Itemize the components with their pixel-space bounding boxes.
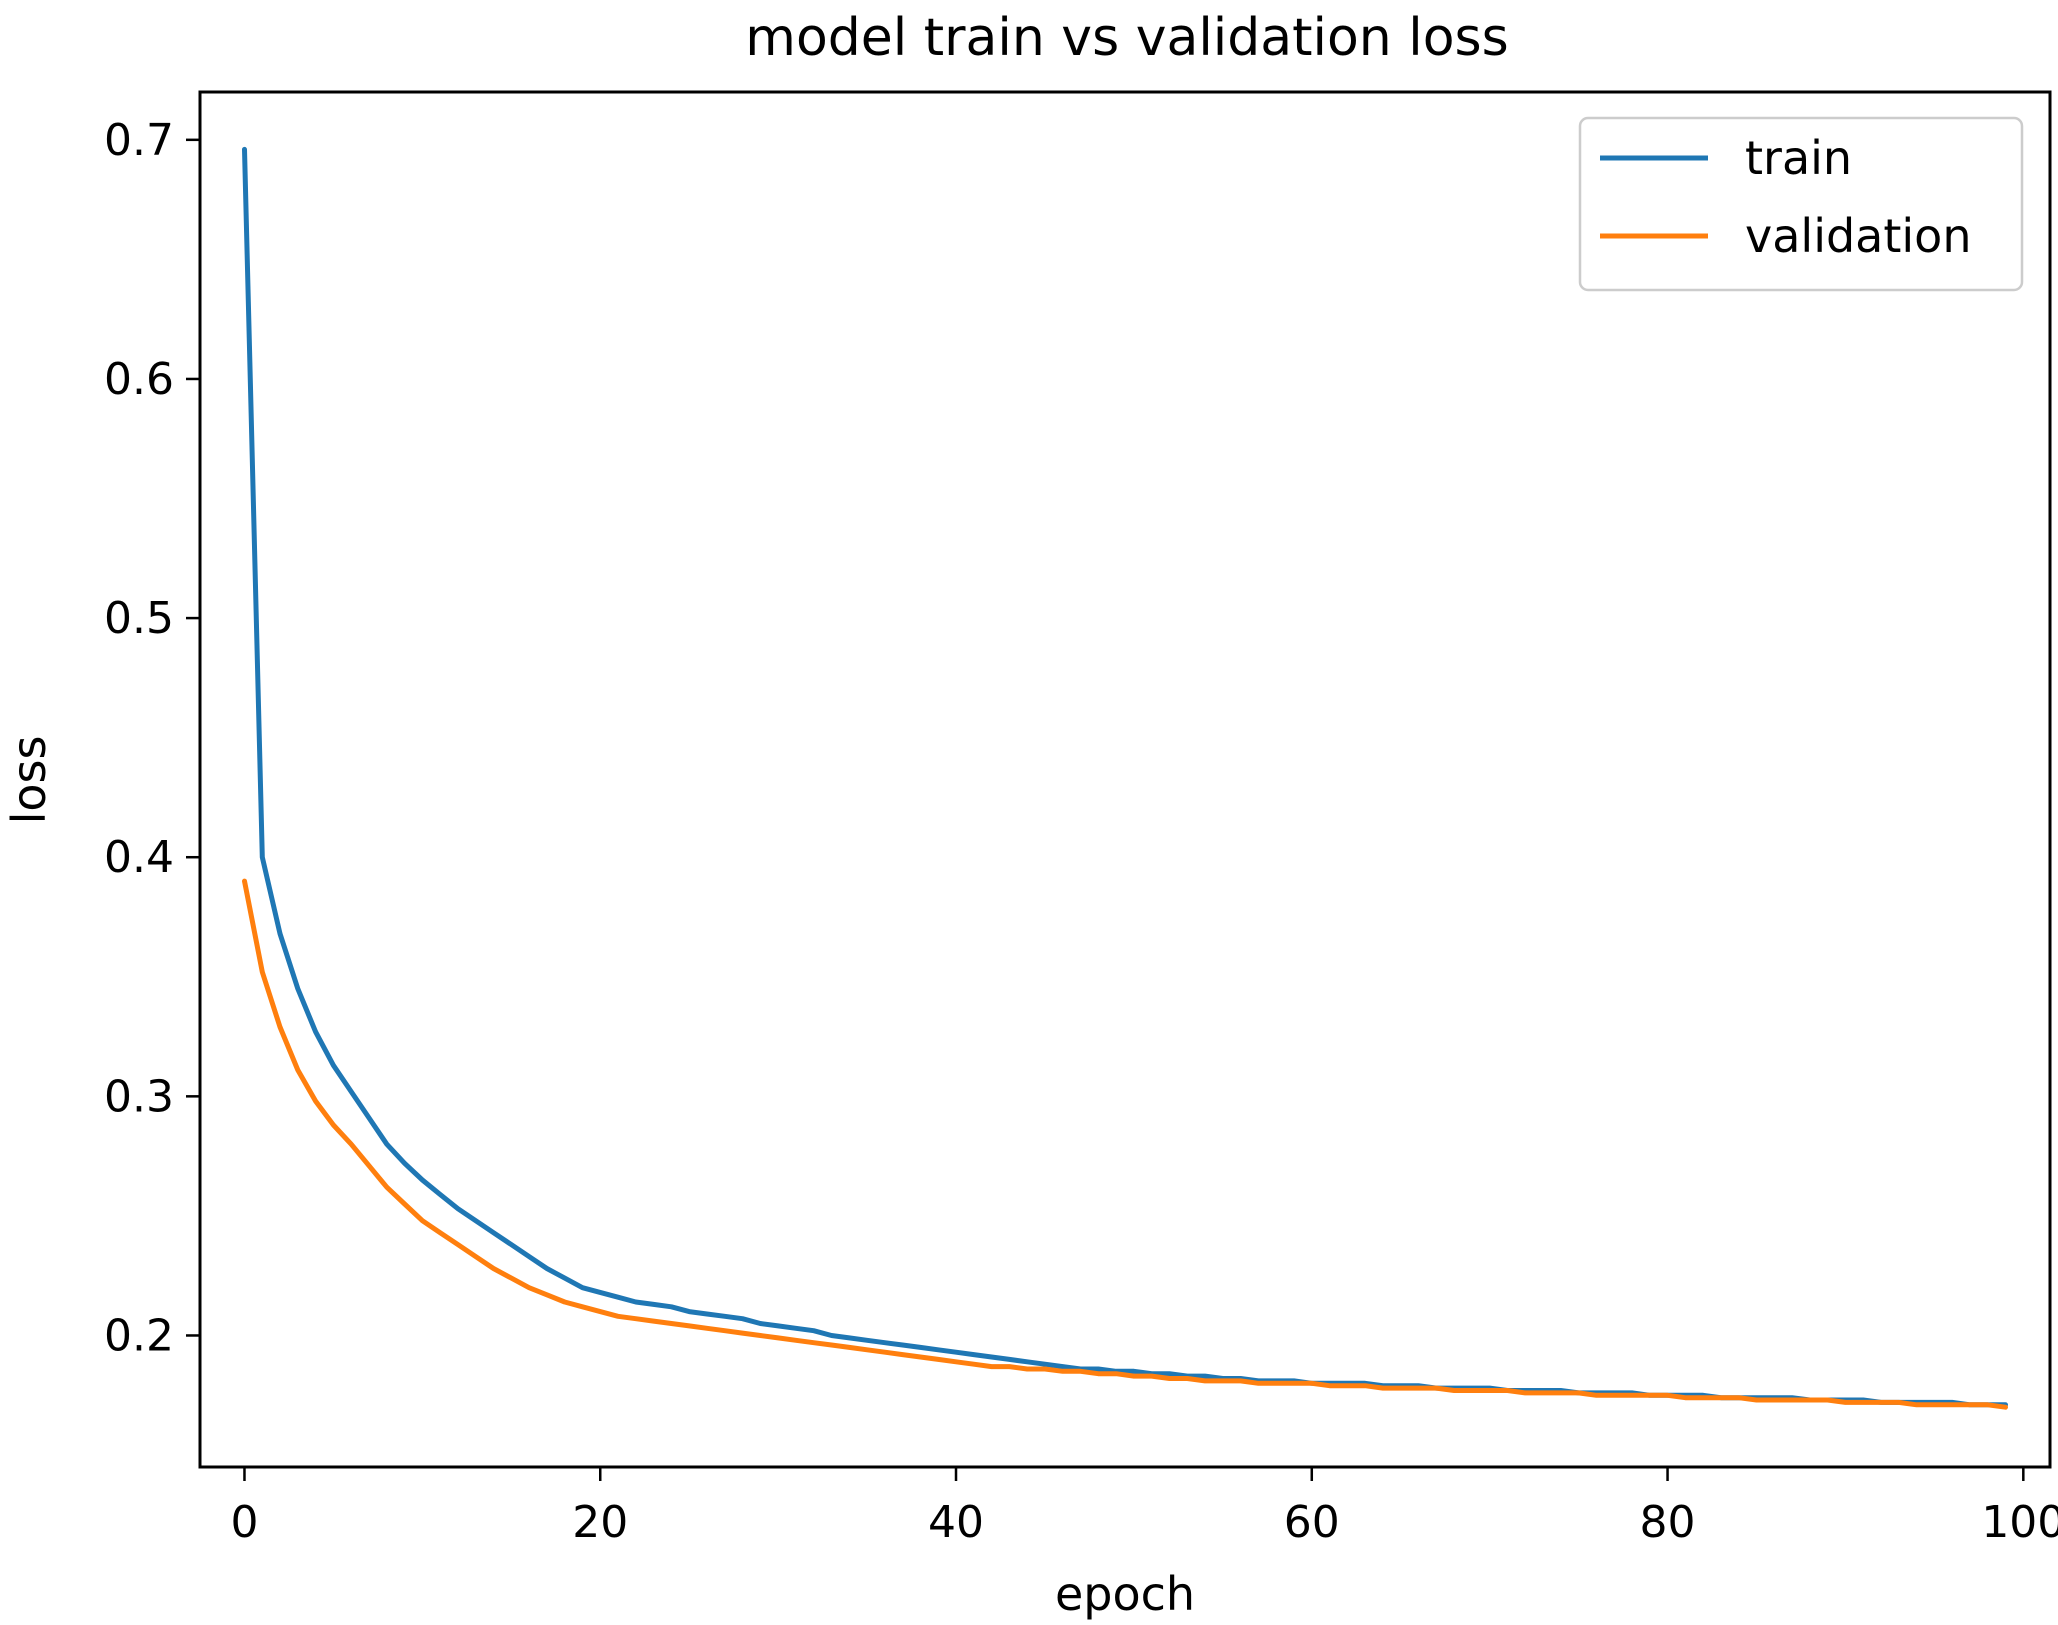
y-axis-label: loss (2, 736, 56, 825)
series-line-validation (242, 878, 2008, 1410)
x-tick-label: 40 (928, 1497, 984, 1548)
y-tick-label: 0.6 (104, 354, 174, 405)
legend-label-train: train (1745, 131, 1852, 185)
y-tick-label: 0.3 (104, 1071, 174, 1122)
y-tick-label: 0.7 (104, 115, 174, 166)
y-axis: 0.2 0.3 0.4 0.5 0.6 0.7 (104, 115, 200, 1361)
plot-frame (198, 90, 2052, 1469)
x-tick-label: 60 (1284, 1497, 1340, 1548)
y-tick-label: 0.2 (104, 1310, 174, 1361)
x-axis: 0 20 40 60 80 100 (230, 1467, 2058, 1548)
x-tick-label: 0 (230, 1497, 258, 1548)
series-layer (242, 146, 2008, 1410)
x-tick-label: 100 (1981, 1497, 2058, 1548)
legend-box (1578, 116, 2024, 292)
y-tick-label: 0.4 (104, 832, 174, 883)
legend: train validation (1578, 116, 2024, 292)
y-tick-label: 0.5 (104, 593, 174, 644)
chart-title: model train vs validation loss (745, 8, 1508, 68)
x-tick-label: 80 (1640, 1497, 1696, 1548)
x-tick-label: 20 (572, 1497, 628, 1548)
legend-label-validation: validation (1745, 209, 1971, 263)
x-axis-label: epoch (1055, 1567, 1195, 1621)
